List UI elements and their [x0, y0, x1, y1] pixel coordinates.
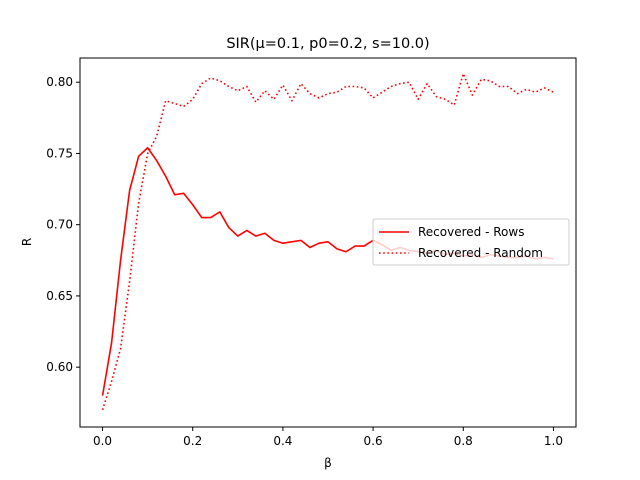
legend-box	[372, 218, 570, 266]
plot-frame	[79, 57, 577, 428]
legend: Recovered - Rows Recovered - Random	[372, 218, 570, 266]
x-axis-ticks: 0.0 0.2 0.4 0.6 0.8 1.0	[93, 427, 563, 448]
y-tick-label: 0.65	[46, 289, 73, 303]
chart-title: SIR(μ=0.1, p0=0.2, s=10.0)	[226, 36, 429, 52]
x-tick-label: 0.8	[454, 434, 473, 448]
x-tick-label: 0.2	[183, 434, 202, 448]
x-axis-label: β	[324, 456, 332, 470]
y-tick-label: 0.80	[46, 75, 73, 89]
series-line-2	[101, 72, 554, 411]
x-tick-label: 0.6	[364, 434, 383, 448]
y-axis-label: R	[20, 238, 34, 246]
y-tick-label: 0.75	[46, 146, 73, 160]
y-tick-label: 0.70	[46, 218, 73, 232]
y-tick-label: 0.60	[46, 360, 73, 374]
x-tick-label: 0.0	[93, 434, 112, 448]
legend-label-2: Recovered - Random	[418, 246, 543, 260]
y-axis-ticks: 0.60 0.65 0.70 0.75 0.80	[46, 75, 80, 374]
legend-label-1: Recovered - Rows	[418, 225, 524, 239]
x-tick-label: 0.4	[273, 434, 292, 448]
x-tick-label: 1.0	[544, 434, 563, 448]
